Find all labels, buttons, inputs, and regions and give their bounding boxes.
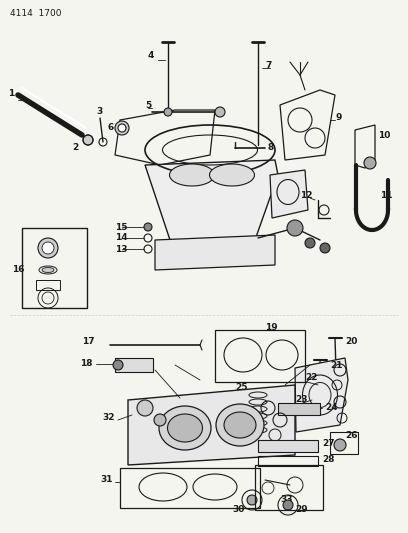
Circle shape: [283, 500, 293, 510]
Text: 21: 21: [330, 360, 342, 369]
Bar: [22, 228, 87, 308]
Text: 1: 1: [8, 88, 14, 98]
Circle shape: [154, 414, 166, 426]
Bar: [278, 403, 320, 415]
Text: 10: 10: [378, 131, 390, 140]
Text: 4114  1700: 4114 1700: [10, 10, 62, 19]
Text: 23: 23: [295, 395, 308, 405]
Ellipse shape: [168, 414, 202, 442]
Ellipse shape: [42, 268, 54, 272]
Circle shape: [137, 400, 153, 416]
Text: 29: 29: [295, 505, 308, 514]
Text: 7: 7: [265, 61, 271, 69]
Text: 28: 28: [322, 456, 335, 464]
Circle shape: [215, 107, 225, 117]
Text: 6: 6: [108, 124, 114, 133]
Polygon shape: [155, 235, 275, 270]
Bar: [36, 280, 60, 290]
Text: 24: 24: [325, 403, 338, 413]
Text: 16: 16: [12, 265, 24, 274]
Text: 9: 9: [335, 114, 341, 123]
Ellipse shape: [159, 406, 211, 450]
Text: 19: 19: [265, 324, 277, 333]
Text: 17: 17: [82, 337, 95, 346]
Ellipse shape: [224, 412, 256, 438]
Circle shape: [83, 135, 93, 145]
Text: 2: 2: [72, 143, 78, 152]
Circle shape: [42, 242, 54, 254]
Bar: [255, 465, 323, 510]
Text: 13: 13: [115, 245, 127, 254]
Circle shape: [164, 108, 172, 116]
Text: 32: 32: [102, 414, 115, 423]
Circle shape: [364, 157, 376, 169]
Text: 30: 30: [232, 505, 244, 514]
Circle shape: [144, 223, 152, 231]
Text: 20: 20: [345, 337, 357, 346]
Text: 15: 15: [115, 222, 127, 231]
Polygon shape: [295, 358, 348, 432]
Text: 5: 5: [145, 101, 151, 109]
Ellipse shape: [216, 404, 264, 446]
Bar: [258, 440, 318, 452]
Circle shape: [305, 238, 315, 248]
Bar: [330, 432, 358, 454]
Text: 3: 3: [96, 108, 102, 117]
Text: 18: 18: [80, 359, 93, 368]
Circle shape: [113, 360, 123, 370]
Ellipse shape: [169, 164, 215, 186]
Text: 4: 4: [148, 51, 154, 60]
Circle shape: [118, 124, 126, 132]
Ellipse shape: [209, 164, 255, 186]
Text: 33: 33: [280, 496, 293, 505]
Bar: [215, 330, 305, 382]
Circle shape: [334, 439, 346, 451]
Bar: [120, 468, 260, 508]
Text: 11: 11: [380, 190, 392, 199]
Text: 12: 12: [300, 190, 313, 199]
Text: 8: 8: [268, 143, 274, 152]
Polygon shape: [128, 385, 295, 465]
Polygon shape: [145, 160, 278, 255]
Circle shape: [247, 495, 257, 505]
Text: 25: 25: [235, 384, 248, 392]
Bar: [115, 358, 153, 372]
Text: 14: 14: [115, 233, 128, 243]
Text: 26: 26: [345, 431, 357, 440]
Polygon shape: [270, 170, 308, 218]
Circle shape: [115, 121, 129, 135]
Circle shape: [287, 220, 303, 236]
Circle shape: [320, 243, 330, 253]
Text: 31: 31: [100, 475, 113, 484]
Text: 22: 22: [305, 374, 317, 383]
Bar: [258, 456, 318, 466]
Text: 27: 27: [322, 439, 335, 448]
Circle shape: [38, 238, 58, 258]
